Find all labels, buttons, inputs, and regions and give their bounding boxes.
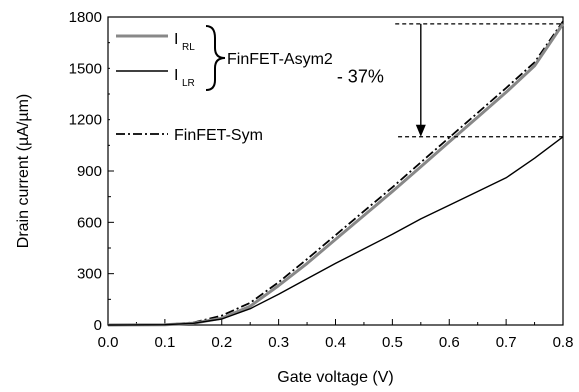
x-tick-label: 0.1 [154,334,175,351]
x-axis-title: Gate voltage (V) [277,369,394,386]
legend-label-i-rl: I [174,31,178,48]
chart-marks: 0.0 0.1 0.2 0.3 0.4 0.5 0.6 0.7 0.8 0 300 600 900 120… [69,9,574,351]
y-tick-label: 900 [77,163,102,180]
x-tick-label: 0.4 [325,334,346,351]
y-tick-label: 1200 [69,112,102,129]
x-tick-label: 0.6 [439,334,460,351]
y-tick-label: 0 [94,317,102,334]
x-tick-label: 0.5 [382,334,403,351]
legend-background [110,19,386,164]
x-tick-label: 0.3 [268,334,289,351]
x-tick-label: 0.0 [98,334,119,351]
y-axis-title: Drain current (µA/µm) [15,94,32,248]
y-tick-label: 1500 [69,60,102,77]
y-tick-label: 1800 [69,9,102,26]
legend-label-i-lr: I [174,67,178,84]
x-tick-label: 0.7 [496,334,517,351]
x-tick-label: 0.2 [211,334,232,351]
y-tick-label: 600 [77,214,102,231]
series-line-finfet-sym [107,20,564,326]
annotation-text: - 37% [337,66,384,86]
legend-group-brace [205,25,226,91]
series-line-i-lr [107,136,564,326]
annotation-arrowhead [415,124,426,137]
legend-label-finfet-sym: FinFET-Sym [174,127,263,144]
y-tick-label: 300 [77,266,102,283]
legend-label-i-lr-subscript: LR [182,78,195,89]
legend: I RL I LR FinFET-Asym2 FinFET-Sym [116,25,333,144]
legend-group-label: FinFET-Asym2 [227,51,333,68]
x-tick-label: 0.8 [553,334,574,351]
legend-label-i-rl-subscript: RL [182,42,195,53]
